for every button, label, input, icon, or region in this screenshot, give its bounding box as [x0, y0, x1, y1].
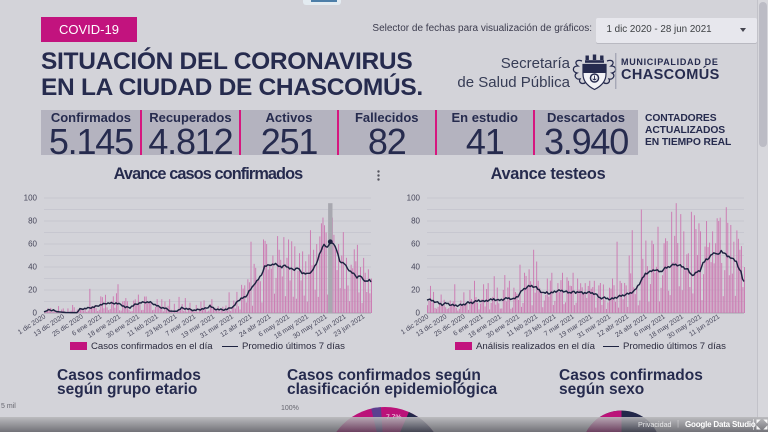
svg-text:80: 80 — [28, 217, 37, 226]
svg-text:20: 20 — [28, 286, 37, 295]
svg-text:0: 0 — [33, 309, 38, 318]
svg-text:60: 60 — [28, 240, 37, 249]
svg-text:40: 40 — [411, 263, 420, 272]
svg-text:40: 40 — [28, 263, 37, 272]
svg-text:80: 80 — [411, 217, 420, 226]
svg-text:20: 20 — [411, 286, 420, 295]
svg-text:100: 100 — [24, 194, 38, 203]
svg-text:100: 100 — [407, 194, 421, 203]
svg-text:0: 0 — [416, 309, 421, 318]
svg-text:60: 60 — [411, 240, 420, 249]
